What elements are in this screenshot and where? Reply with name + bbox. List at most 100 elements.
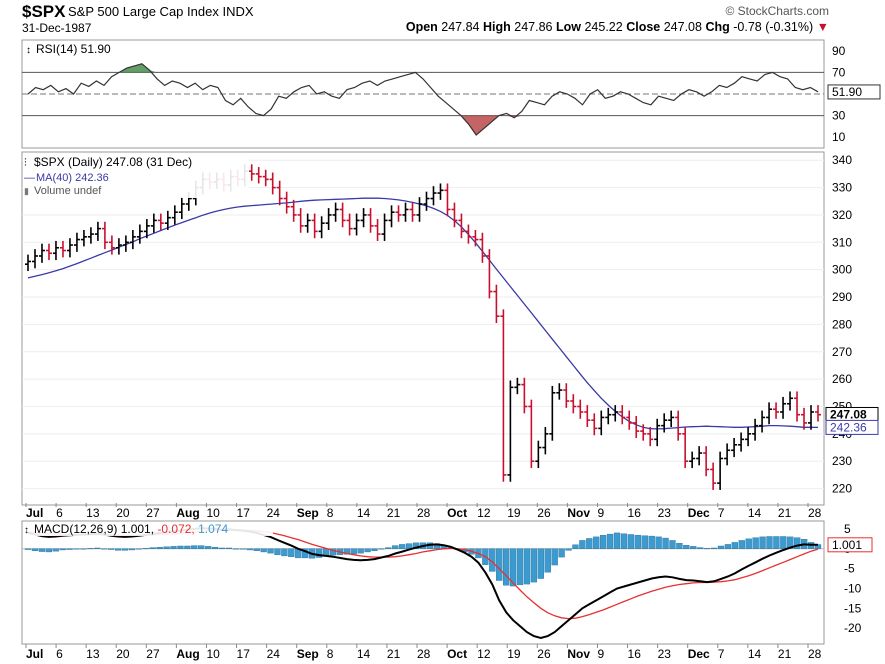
macd-hist-bar <box>717 545 725 549</box>
price-bar <box>276 180 283 206</box>
high-value: 247.86 <box>514 20 553 34</box>
macd-tick-label: 5 <box>844 522 851 536</box>
price-x-tick-label: 17 <box>237 506 251 520</box>
price-tick-label: 230 <box>832 454 852 468</box>
macd-hist-bar <box>759 536 766 549</box>
index-name: S&P 500 Large Cap Index INDX <box>68 4 254 19</box>
price-bar <box>136 224 143 244</box>
price-bar <box>108 235 115 255</box>
macd-hist-bar <box>121 548 129 551</box>
macd-hist-bar <box>225 547 233 549</box>
price-x-tick-label: Sep <box>297 506 319 520</box>
price-bar <box>423 191 430 211</box>
price-bar <box>787 391 794 411</box>
price-tick-label: 220 <box>832 482 852 496</box>
macd-tick-label: -20 <box>844 621 862 635</box>
price-bar <box>479 232 486 263</box>
price-bar <box>94 221 101 241</box>
price-bar <box>122 235 129 252</box>
macd-hist-bar <box>676 543 683 549</box>
price-bar <box>689 451 696 469</box>
macd-hist-bar <box>593 536 600 549</box>
macd-hist-bar <box>738 540 745 549</box>
chg-value: -0.78 (-0.31%) <box>733 20 814 34</box>
ma-last-box <box>825 419 879 435</box>
macd-x-tick-label: 24 <box>267 647 281 661</box>
rsi-last-label: 51.90 <box>832 85 862 99</box>
macd-hist-bar <box>142 548 149 550</box>
macd-hist-bar <box>108 548 115 550</box>
ma-legend: MA(40) 242.36 <box>36 172 109 184</box>
macd-hist-bar <box>59 548 66 551</box>
price-bar <box>738 432 745 452</box>
macd-tick-label: -15 <box>844 601 862 615</box>
price-x-tick-label: 6 <box>56 506 63 520</box>
macd-x-tick-label: 21 <box>778 647 792 661</box>
price-bar <box>87 227 94 244</box>
macd-hist-bar <box>641 535 648 549</box>
macd-hist-bar <box>392 545 399 549</box>
price-bar <box>353 213 360 236</box>
price-x-tick-label: 8 <box>327 506 334 520</box>
price-bar <box>143 219 150 239</box>
price-bar <box>171 205 178 225</box>
price-bar <box>73 232 80 252</box>
macd-hist-bar <box>600 535 607 549</box>
macd-hist-bar <box>537 548 544 579</box>
macd-hist-bar <box>752 537 759 549</box>
macd-hist-bar <box>586 538 593 549</box>
price-bar <box>500 309 507 482</box>
price-bar <box>654 418 661 447</box>
price-bar <box>584 405 591 428</box>
macd-hist-bar <box>648 535 655 549</box>
stockcharts-logo: © StockCharts.com <box>725 4 829 18</box>
price-x-tick-label: 19 <box>507 506 521 520</box>
macd-hist-bar <box>710 547 718 549</box>
macd-hist-bar <box>509 548 517 587</box>
price-bar <box>318 216 325 239</box>
price-bar <box>304 213 311 233</box>
macd-legend-icon: ↕ <box>24 525 29 536</box>
macd-hist-bar <box>683 545 690 549</box>
macd-last-box <box>827 537 873 553</box>
macd-legend-label: MACD(12,26,9) <box>34 522 121 536</box>
price-tick-label: 320 <box>832 208 852 222</box>
macd-hist-bar <box>205 546 212 549</box>
macd-hist-bar <box>211 546 219 549</box>
high-label: High <box>483 20 511 34</box>
price-bar <box>283 191 290 214</box>
price-bar <box>556 383 563 400</box>
price-tick-label: 300 <box>832 263 852 277</box>
macd-x-tick-label: 8 <box>327 647 334 661</box>
price-bar <box>591 413 598 436</box>
price-bar <box>339 202 346 228</box>
price-bar <box>752 418 759 441</box>
price-bar <box>661 413 668 433</box>
price-bar <box>710 462 717 490</box>
macd-hist-bar <box>558 548 565 558</box>
price-bar <box>773 402 780 419</box>
ma-legend-swatch: — <box>24 172 35 184</box>
macd-x-tick-label: 17 <box>237 647 251 661</box>
macd-hist-bar <box>364 548 371 553</box>
price-bar <box>80 229 87 247</box>
chart-header: $SPX S&P 500 Large Cap Index INDX 31-Dec… <box>0 0 885 36</box>
macd-hist-bar <box>371 548 378 551</box>
price-legend: $SPX (Daily) 247.08 (31 Dec) <box>34 155 192 169</box>
price-bar <box>528 399 535 469</box>
price-last-label: 247.08 <box>830 407 867 421</box>
macd-x-tick-label: 10 <box>206 647 220 661</box>
price-bar <box>745 427 752 447</box>
macd-hist-bar <box>662 537 669 549</box>
price-bar <box>115 238 122 255</box>
volume-legend-icon: ▮ <box>24 186 29 196</box>
macd-hist-bar <box>184 545 191 549</box>
macd-hist-bar <box>45 548 52 553</box>
macd-hist-bar <box>281 548 288 557</box>
price-bar <box>52 240 59 261</box>
price-bar <box>465 224 472 244</box>
macd-panel-frame <box>21 520 825 645</box>
price-bar <box>38 243 45 263</box>
price-bar <box>514 377 521 395</box>
macd-x-tick-label: 14 <box>748 647 762 661</box>
